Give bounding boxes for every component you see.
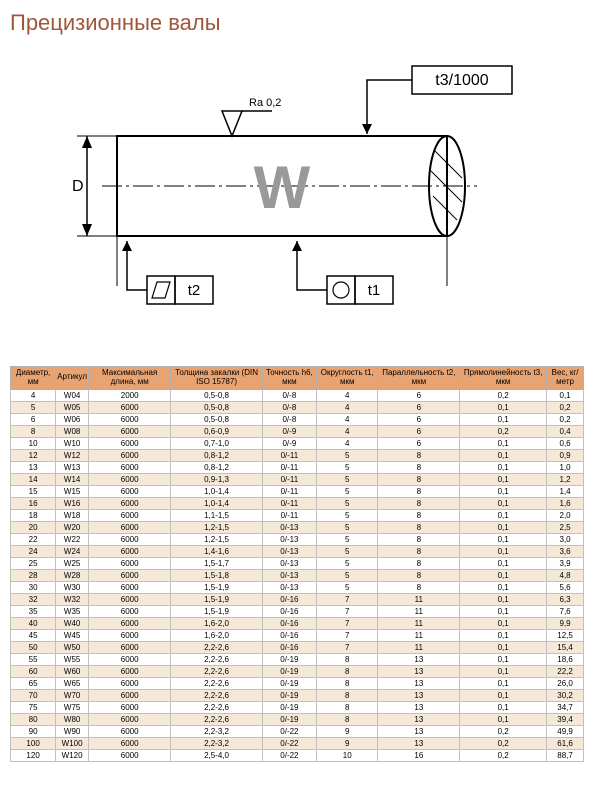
col-header: Прямолинейность t3, мкм xyxy=(460,367,547,390)
table-row: 80W8060002,2-2,60/-198130,139,4 xyxy=(11,713,584,725)
page-title: Прецизионные валы xyxy=(10,10,584,36)
table-row: 18W1860001,1-1,50/-11580,12,0 xyxy=(11,509,584,521)
table-row: 4W0420000,5-0,80/-8460,20,1 xyxy=(11,389,584,401)
col-header: Точность h6, мкм xyxy=(262,367,316,390)
table-row: 35W3560001,5-1,90/-167110,17,6 xyxy=(11,605,584,617)
d-label: D xyxy=(72,178,84,195)
table-row: 55W5560002,2-2,60/-198130,118,6 xyxy=(11,653,584,665)
table-row: 22W2260001,2-1,50/-13580,13,0 xyxy=(11,533,584,545)
table-row: 24W2460001,4-1,60/-13580,13,6 xyxy=(11,545,584,557)
table-row: 120W12060002,5-4,00/-2210160,288,7 xyxy=(11,749,584,761)
spec-table: Диаметр, ммАртикулМаксимальная длина, мм… xyxy=(10,366,584,762)
col-header: Диаметр, мм xyxy=(11,367,56,390)
table-row: 50W5060002,2-2,60/-167110,115,4 xyxy=(11,641,584,653)
shaft-diagram: t3/1000 Ra 0,2 W D t2 t1 xyxy=(17,56,577,336)
table-row: 13W1360000,8-1,20/-11580,11,0 xyxy=(11,461,584,473)
table-row: 30W3060001,5-1,90/-13580,15,6 xyxy=(11,581,584,593)
ra-label: Ra 0,2 xyxy=(249,97,281,109)
table-row: 75W7560002,2-2,60/-198130,134,7 xyxy=(11,701,584,713)
col-header: Толщина закалки (DIN ISO 15787) xyxy=(171,367,262,390)
table-row: 32W3260001,5-1,90/-167110,16,3 xyxy=(11,593,584,605)
col-header: Параллельность t2, мкм xyxy=(378,367,460,390)
table-row: 60W6060002,2-2,60/-198130,122,2 xyxy=(11,665,584,677)
table-row: 45W4560001,6-2,00/-167110,112,5 xyxy=(11,629,584,641)
table-row: 15W1560001,0-1,40/-11580,11,4 xyxy=(11,485,584,497)
table-row: 10W1060000,7-1,00/-9460,10,6 xyxy=(11,437,584,449)
table-row: 14W1460000,9-1,30/-11580,11,2 xyxy=(11,473,584,485)
w-letter: W xyxy=(254,154,311,221)
table-row: 65W6560002,2-2,60/-198130,126,0 xyxy=(11,677,584,689)
table-row: 25W2560001,5-1,70/-13580,13,9 xyxy=(11,557,584,569)
col-header: Округлость t1, мкм xyxy=(317,367,378,390)
col-header: Максимальная длина, мм xyxy=(89,367,171,390)
table-row: 40W4060001,6-2,00/-167110,19,9 xyxy=(11,617,584,629)
col-header: Артикул xyxy=(56,367,89,390)
table-row: 16W1660001,0-1,40/-11580,11,6 xyxy=(11,497,584,509)
table-row: 70W7060002,2-2,60/-198130,130,2 xyxy=(11,689,584,701)
table-row: 12W1260000,8-1,20/-11580,10,9 xyxy=(11,449,584,461)
table-row: 20W2060001,2-1,50/-13580,12,5 xyxy=(11,521,584,533)
t3-label: t3/1000 xyxy=(435,72,488,89)
table-row: 5W0560000,5-0,80/-8460,10,2 xyxy=(11,401,584,413)
table-row: 100W10060002,2-3,20/-229130,261,6 xyxy=(11,737,584,749)
table-row: 28W2860001,5-1,80/-13580,14,8 xyxy=(11,569,584,581)
table-row: 6W0660000,5-0,80/-8460,10,2 xyxy=(11,413,584,425)
t1-label: t1 xyxy=(368,282,381,299)
t2-label: t2 xyxy=(188,282,201,299)
col-header: Вес, кг/метр xyxy=(547,367,584,390)
table-row: 8W0860000,6-0,90/-9460,20,4 xyxy=(11,425,584,437)
table-row: 90W9060002,2-3,20/-229130,249,9 xyxy=(11,725,584,737)
